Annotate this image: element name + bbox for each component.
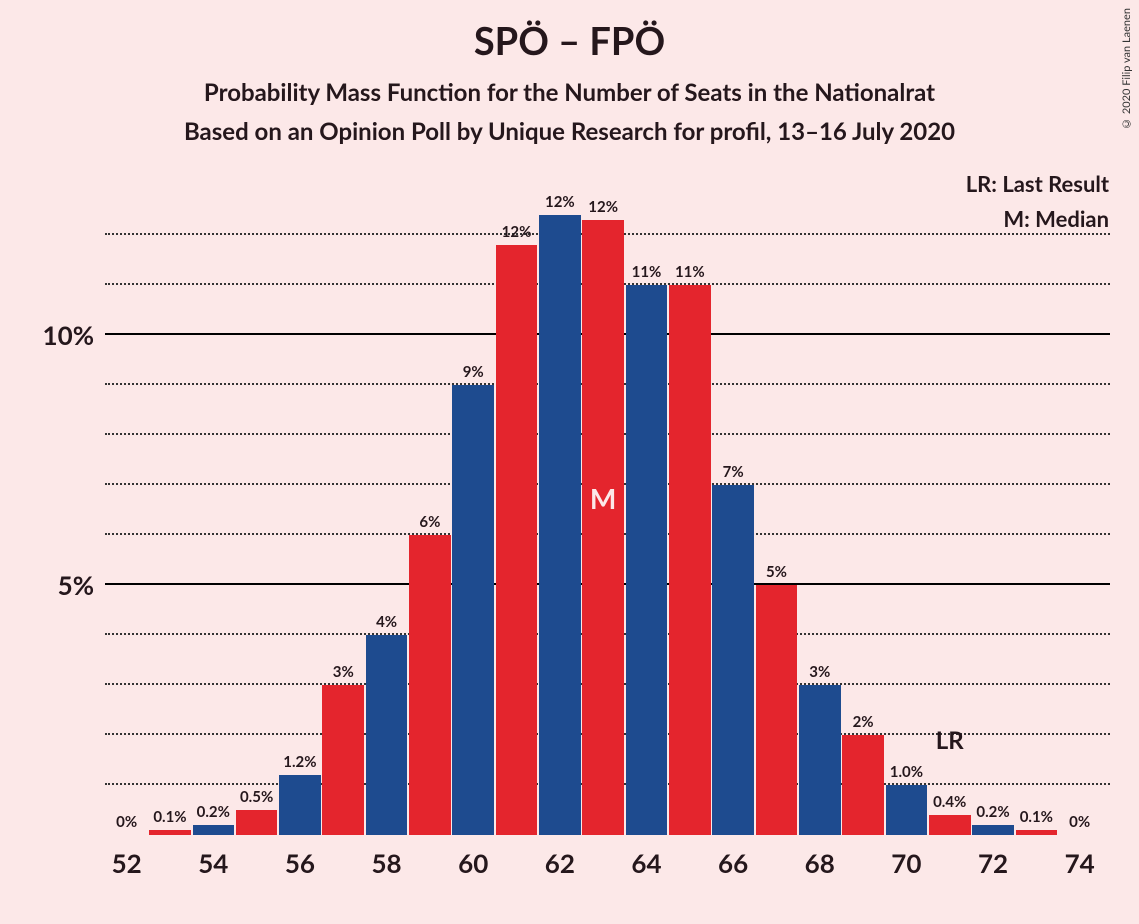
x-tick-label: 58 [371, 847, 401, 879]
x-tick-label: 64 [631, 847, 661, 879]
bar-value-label: 0.1% [153, 808, 186, 826]
bar-value-label: 5% [766, 563, 787, 581]
bar [409, 535, 451, 835]
bar-value-label: 0.2% [976, 803, 1009, 821]
x-tick-label: 54 [198, 847, 228, 879]
bar [626, 285, 668, 835]
bar [193, 825, 235, 835]
bar [1016, 830, 1058, 835]
chart-subtitle-2: Based on an Opinion Poll by Unique Resea… [0, 117, 1139, 146]
bar-value-label: 2% [853, 713, 874, 731]
bar [452, 385, 494, 835]
x-tick-label: 52 [112, 847, 142, 879]
bar-value-label: 6% [419, 513, 440, 531]
x-tick-label: 70 [891, 847, 921, 879]
bar [972, 825, 1014, 835]
chart-subtitle-1: Probability Mass Function for the Number… [0, 78, 1139, 107]
bar-value-label: 12% [545, 193, 575, 211]
bar [842, 735, 884, 835]
bar-value-label: 3% [809, 663, 830, 681]
bar [712, 485, 754, 835]
bar [669, 285, 711, 835]
x-tick-label: 56 [285, 847, 315, 879]
x-tick-label: 74 [1065, 847, 1095, 879]
bar-value-label: 1.2% [283, 753, 316, 771]
bar [539, 215, 581, 835]
x-tick-label: 62 [545, 847, 575, 879]
bar [236, 810, 278, 835]
bar-value-label: 3% [333, 663, 354, 681]
bar-value-label: 11% [632, 263, 662, 281]
bar-value-label: 12% [502, 223, 532, 241]
bar [756, 585, 798, 835]
x-tick-label: 66 [718, 847, 748, 879]
bar [496, 245, 538, 835]
bar [149, 830, 191, 835]
chart-title: SPÖ – FPÖ [0, 0, 1139, 64]
bar [366, 635, 408, 835]
bar-value-label: 0.5% [240, 788, 273, 806]
copyright-text: © 2020 Filip van Laenen [1120, 8, 1133, 130]
x-tick-label: 68 [805, 847, 835, 879]
bar-value-label: 1.0% [890, 763, 923, 781]
bar-value-label: 0.1% [1020, 808, 1053, 826]
bar [886, 785, 928, 835]
bar-value-label: 0% [116, 813, 137, 831]
bar [582, 220, 624, 835]
last-result-marker: LR [936, 726, 964, 755]
median-marker: M [590, 481, 616, 515]
bar [322, 685, 364, 835]
bar-value-label: 12% [588, 198, 618, 216]
x-tick-label: 60 [458, 847, 488, 879]
bar [799, 685, 841, 835]
y-tick-label: 5% [58, 569, 94, 601]
bar-value-label: 11% [675, 263, 705, 281]
bar [279, 775, 321, 835]
plot-area: 0% 0.1% 0.2% 0.5% 1.2% 3% 4% 6% 9% 12% 12% 12% M 11% 1… [105, 185, 1110, 835]
bar-value-label: 9% [463, 363, 484, 381]
bar-value-label: 0% [1069, 813, 1090, 831]
bar [929, 815, 971, 835]
x-tick-label: 72 [978, 847, 1008, 879]
bar-value-label: 0.4% [933, 793, 966, 811]
y-tick-label: 10% [43, 319, 94, 351]
bar-value-label: 4% [376, 613, 397, 631]
bar-value-label: 0.2% [197, 803, 230, 821]
bar-value-label: 7% [723, 463, 744, 481]
